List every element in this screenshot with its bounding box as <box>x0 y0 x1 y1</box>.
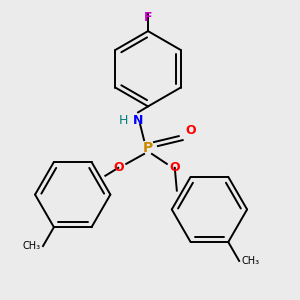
Text: CH₃: CH₃ <box>241 256 259 266</box>
Text: O: O <box>113 161 124 174</box>
Text: P: P <box>143 141 153 155</box>
Text: F: F <box>144 11 152 24</box>
Text: N: N <box>133 114 143 127</box>
Text: H: H <box>119 114 128 127</box>
Text: O: O <box>185 124 196 137</box>
Text: O: O <box>169 161 180 174</box>
Text: CH₃: CH₃ <box>23 241 41 251</box>
